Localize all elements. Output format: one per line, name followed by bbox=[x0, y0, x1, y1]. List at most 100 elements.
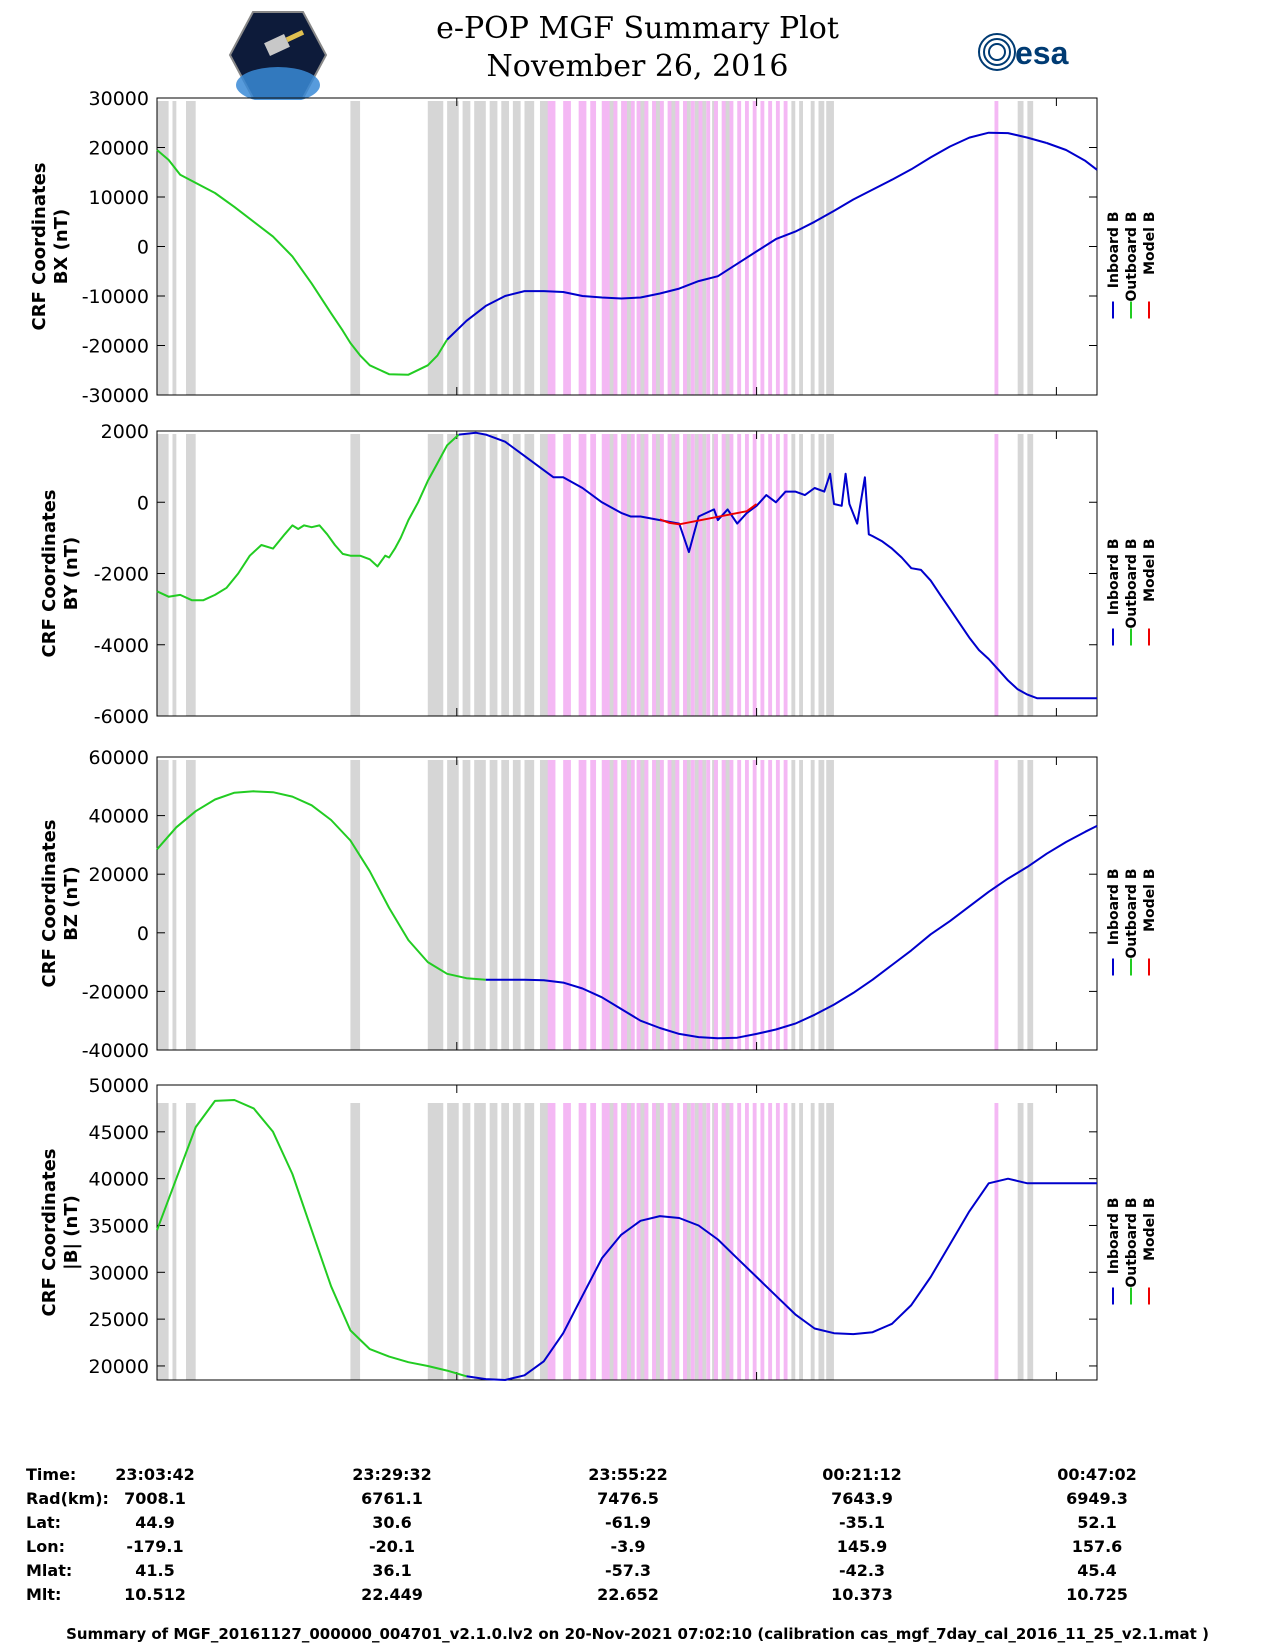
data-gap-band bbox=[172, 434, 177, 716]
flag-band bbox=[644, 1103, 649, 1380]
data-gap-band bbox=[826, 760, 834, 1050]
y-tick-label: 30000 bbox=[89, 1262, 149, 1284]
data-gap-band bbox=[636, 101, 649, 395]
flag-band bbox=[729, 101, 734, 395]
y-tick-label: -4000 bbox=[94, 635, 149, 657]
flag-band bbox=[636, 101, 641, 395]
data-gap-band bbox=[1017, 101, 1024, 395]
data-gap-band bbox=[683, 1103, 691, 1380]
data-gap-band bbox=[818, 101, 825, 395]
page-subtitle: November 26, 2016 bbox=[486, 49, 789, 84]
flag-band bbox=[675, 1103, 680, 1380]
flag-band bbox=[621, 101, 627, 395]
info-cell: 00:21:12 bbox=[822, 1465, 902, 1484]
data-gap-band bbox=[186, 1103, 196, 1380]
y-tick-label: 20000 bbox=[89, 1356, 149, 1378]
y-tick-label: 10000 bbox=[89, 187, 149, 209]
flag-band bbox=[768, 1103, 773, 1380]
flag-band bbox=[578, 760, 587, 1050]
info-cell: 00:47:02 bbox=[1057, 1465, 1137, 1484]
data-gap-band bbox=[524, 1103, 535, 1380]
legend-label: Inboard B bbox=[1106, 539, 1122, 616]
flag-band bbox=[737, 101, 742, 395]
y-axis-label: CRF CoordinatesBY (nT) bbox=[39, 490, 82, 658]
data-gap-band bbox=[489, 760, 498, 1050]
data-gap-band bbox=[501, 101, 510, 395]
data-gap-band bbox=[1027, 101, 1034, 395]
flag-band bbox=[590, 1103, 597, 1380]
info-row-label: Lat: bbox=[26, 1513, 62, 1532]
info-cell: 7643.9 bbox=[831, 1489, 893, 1508]
cassiope-mission-logo bbox=[228, 11, 328, 100]
flag-band bbox=[714, 101, 718, 395]
series-line bbox=[659, 503, 758, 526]
flag-band bbox=[613, 434, 618, 716]
flag-band bbox=[644, 101, 649, 395]
flag-band bbox=[737, 434, 742, 716]
info-cell: 22.449 bbox=[361, 1585, 423, 1604]
series-line bbox=[156, 790, 486, 981]
data-gap-band bbox=[539, 101, 550, 395]
info-cell: -61.9 bbox=[604, 1513, 652, 1532]
flag-band bbox=[698, 101, 703, 395]
y-tick-label: -10000 bbox=[82, 286, 149, 308]
info-cell: 45.4 bbox=[1077, 1561, 1117, 1580]
flag-band bbox=[613, 760, 618, 1050]
flag-band bbox=[690, 760, 695, 1050]
data-gap-band bbox=[810, 434, 815, 716]
data-gap-band bbox=[501, 434, 510, 716]
flag-band bbox=[601, 1103, 610, 1380]
y-tick-label: 60000 bbox=[89, 747, 149, 769]
flag-band bbox=[563, 1103, 571, 1380]
y-tick-label: 0 bbox=[137, 492, 149, 514]
data-gap-band bbox=[799, 434, 804, 716]
flag-band bbox=[698, 434, 703, 716]
flag-band bbox=[636, 1103, 641, 1380]
data-gap-band bbox=[669, 760, 680, 1050]
data-gap-band bbox=[350, 101, 361, 395]
data-gap-band bbox=[826, 434, 834, 716]
flag-band bbox=[783, 434, 788, 716]
data-gap-band bbox=[350, 434, 361, 716]
data-gap-band bbox=[489, 101, 498, 395]
flag-band bbox=[578, 434, 587, 716]
flag-band bbox=[621, 434, 627, 716]
data-gap-band bbox=[172, 1103, 177, 1380]
footer-text: Summary of MGF_20161127_000000_004701_v2… bbox=[66, 1625, 1209, 1643]
flag-band bbox=[590, 760, 597, 1050]
flag-band bbox=[760, 760, 765, 1050]
flag-band bbox=[783, 760, 788, 1050]
legend: Inboard B Outboard B Model B bbox=[1106, 869, 1158, 976]
data-gap-band bbox=[474, 101, 486, 395]
legend-label: Outboard B bbox=[1124, 212, 1140, 302]
data-gap-band bbox=[447, 1103, 459, 1380]
chart-panel-3: 60000 40000 20000 0 -20000 -40000 CRF Coordina… bbox=[39, 747, 1158, 1062]
flag-band bbox=[714, 760, 718, 1050]
y-tick-label: 40000 bbox=[89, 1169, 149, 1191]
flag-band bbox=[706, 1103, 711, 1380]
flag-band bbox=[652, 760, 657, 1050]
info-cell: 10.373 bbox=[831, 1585, 893, 1604]
legend-label: Inboard B bbox=[1106, 1198, 1122, 1275]
data-gap-band bbox=[652, 434, 664, 716]
y-tick-label: 45000 bbox=[89, 1122, 149, 1144]
data-gap-band bbox=[818, 760, 825, 1050]
info-cell: 44.9 bbox=[135, 1513, 175, 1532]
y-tick-label: 25000 bbox=[89, 1309, 149, 1331]
info-row-label: Rad(km): bbox=[26, 1489, 109, 1508]
series-line bbox=[466, 1177, 1097, 1381]
data-gap-band bbox=[818, 434, 825, 716]
data-gap-band bbox=[539, 434, 550, 716]
flag-band bbox=[721, 760, 726, 1050]
y-axis-label-line: CRF Coordinates bbox=[39, 820, 60, 988]
flag-band bbox=[659, 434, 664, 716]
chart-panel-4: 50000 45000 40000 35000 30000 25000 20000 CRF C… bbox=[39, 1075, 1158, 1381]
data-gap-band bbox=[669, 434, 680, 716]
data-gap-band bbox=[501, 1103, 510, 1380]
data-gap-band bbox=[799, 101, 804, 395]
data-gap-band bbox=[489, 1103, 498, 1380]
data-gap-band bbox=[462, 101, 471, 395]
flag-band bbox=[698, 1103, 703, 1380]
flag-band bbox=[644, 760, 649, 1050]
